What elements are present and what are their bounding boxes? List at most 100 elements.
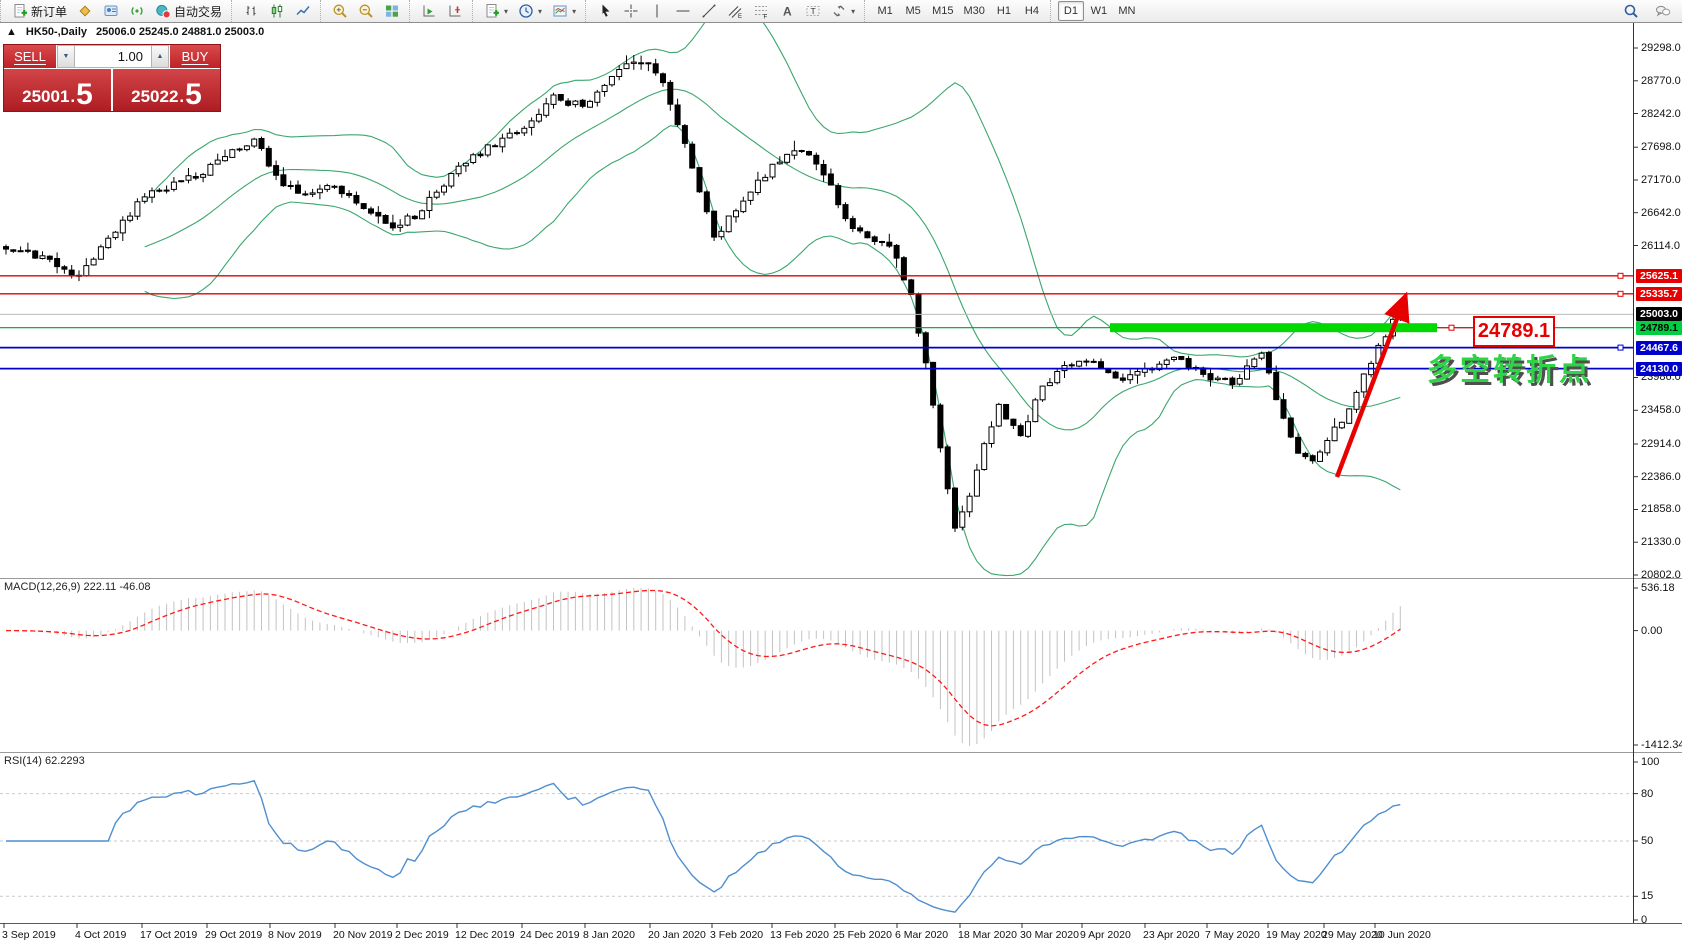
channel-tool-button[interactable]: E	[723, 1, 747, 21]
label-tool-button[interactable]: T	[801, 1, 825, 21]
sell-button[interactable]: SELL	[4, 45, 56, 68]
chart-shift-button[interactable]	[443, 1, 467, 21]
level-handle-25625.1[interactable]	[1617, 272, 1624, 279]
cursor-tool-button[interactable]	[593, 1, 617, 21]
svg-text:E: E	[738, 14, 742, 19]
level-handle-24467.6[interactable]	[1617, 344, 1624, 351]
annotation-leader-handle	[1448, 324, 1455, 331]
timeframe-m5-button[interactable]: M5	[900, 1, 926, 21]
buy-button[interactable]: BUY	[170, 45, 220, 68]
price-axis-tick: 20802.0	[1641, 569, 1681, 581]
bearish-candles	[3, 62, 1316, 529]
collapse-icon[interactable]: ▲	[6, 26, 17, 38]
price-chip-24130.0: 24130.0	[1636, 361, 1682, 376]
pivot-price-annotation-box[interactable]: 24789.1	[1473, 316, 1555, 347]
candlestick-mode-button[interactable]	[265, 1, 289, 21]
chartshift-icon	[449, 5, 461, 17]
new-order-button[interactable]: 新订单	[8, 1, 71, 21]
buy-price-main: 25022	[131, 87, 179, 107]
bar-chart-mode-button[interactable]	[239, 1, 263, 21]
arrows-tool-button[interactable]: ▾	[827, 1, 859, 21]
date-axis-label: 20 Jan 2020	[648, 929, 706, 941]
date-axis-label: 9 Apr 2020	[1080, 929, 1131, 941]
auto-trading-button[interactable]: 自动交易	[151, 1, 226, 21]
price-axis-tick: 29298.0	[1641, 42, 1681, 54]
trendline-tool-button[interactable]	[697, 1, 721, 21]
doc-plus-icon	[14, 4, 27, 18]
price-chip-25003.0: 25003.0	[1636, 307, 1682, 322]
auto-scroll-button[interactable]	[417, 1, 441, 21]
dropdown-caret-icon[interactable]: ▾	[504, 6, 509, 16]
vertical-line-tool-button[interactable]	[645, 1, 669, 21]
text-tool-button[interactable]: A	[775, 1, 799, 21]
date-axis-label: 4 Oct 2019	[75, 929, 127, 941]
price-axis-tick: 21330.0	[1641, 536, 1681, 549]
chart-template-button[interactable]: ▾	[548, 1, 580, 21]
timeframe-w1-button[interactable]: W1	[1086, 1, 1112, 21]
date-axis-label: 12 Dec 2019	[455, 929, 515, 941]
timeframe-h1-button[interactable]: H1	[991, 1, 1017, 21]
date-axis-label: 7 May 2020	[1205, 929, 1260, 941]
dropdown-caret-icon[interactable]: ▾	[851, 6, 856, 16]
data-window-button[interactable]	[99, 1, 123, 21]
timeframe-h4-button[interactable]: H4	[1019, 1, 1045, 21]
volume-input[interactable]	[75, 45, 151, 68]
chat-button[interactable]	[1651, 1, 1675, 21]
signals-button[interactable]	[125, 1, 149, 21]
bars-icon	[246, 6, 256, 16]
timeframe-group: D1 W1 MN	[1049, 0, 1145, 22]
search-icon	[1624, 4, 1638, 18]
buy-price[interactable]: 25022. 5	[113, 69, 220, 111]
linechart-icon	[296, 6, 310, 16]
price-chip-24467.6: 24467.6	[1636, 340, 1682, 355]
date-axis-label: 8 Jan 2020	[583, 929, 635, 941]
date-axis-label: 8 Nov 2019	[268, 929, 322, 941]
chart-ohlc-readout: 25006.0 25245.0 24881.0 25003.0	[96, 26, 265, 38]
price-axis-tick: 26114.0	[1641, 239, 1680, 252]
volume-decrease-button[interactable]: ▼	[57, 45, 75, 68]
search-button[interactable]	[1619, 1, 1643, 21]
pivot-annotation-text[interactable]: 多空转折点	[1427, 354, 1592, 387]
rsi-axis-tick: 80	[1641, 787, 1654, 800]
bollinger-bands	[144, 0, 1401, 577]
timeframe-m30-button[interactable]: M30	[960, 1, 989, 21]
market-watch-button[interactable]	[73, 1, 97, 21]
arrows-icon	[833, 5, 845, 17]
sell-price-main: 25001	[22, 87, 70, 107]
toolbar-group: E F A T ▾	[585, 0, 864, 22]
crosshair-tool-button[interactable]	[619, 1, 643, 21]
timeframe-group: M1 M5 M15 M30 H1 H4	[864, 0, 1050, 22]
volume-stepper: ▼ ▲	[56, 45, 170, 68]
tile-windows-button[interactable]	[380, 1, 404, 21]
dropdown-caret-icon[interactable]: ▾	[538, 6, 543, 16]
trend-arrow[interactable]	[1334, 291, 1410, 478]
chart-period-button[interactable]: ▾	[514, 1, 546, 21]
pivot-highlight-bar[interactable]	[1110, 323, 1437, 333]
level-handle-25335.7[interactable]	[1617, 290, 1624, 297]
volume-increase-button[interactable]: ▲	[151, 45, 169, 68]
new-chart-button[interactable]: ▾	[480, 1, 512, 21]
sell-price-decimal: .	[70, 87, 76, 107]
timeframe-m15-button[interactable]: M15	[928, 1, 957, 21]
price-chip-25335.7: 25335.7	[1636, 286, 1682, 301]
timeframe-d1-button[interactable]: D1	[1057, 1, 1084, 21]
vline-icon	[656, 4, 658, 18]
macd-axis-tick: 536.18	[1641, 582, 1675, 594]
horizontal-line-tool-button[interactable]	[671, 1, 695, 21]
rsi-axis-tick: 50	[1641, 835, 1654, 847]
buy-price-frac: 5	[185, 78, 202, 111]
dropdown-caret-icon[interactable]: ▾	[572, 6, 577, 16]
zoom-out-button[interactable]	[354, 1, 378, 21]
zoom-in-button[interactable]	[328, 1, 352, 21]
fibonacci-tool-button[interactable]: F	[749, 1, 773, 21]
timeframe-mn-button[interactable]: MN	[1114, 1, 1140, 21]
date-axis-label: 17 Oct 2019	[140, 929, 198, 941]
terminal-icon	[104, 5, 118, 16]
date-axis-label: 25 Feb 2020	[833, 929, 892, 941]
sell-price[interactable]: 25001. 5	[4, 69, 111, 111]
timeframe-m1-button[interactable]: M1	[872, 1, 898, 21]
line-chart-mode-button[interactable]	[291, 1, 315, 21]
svg-text:A: A	[783, 5, 792, 19]
